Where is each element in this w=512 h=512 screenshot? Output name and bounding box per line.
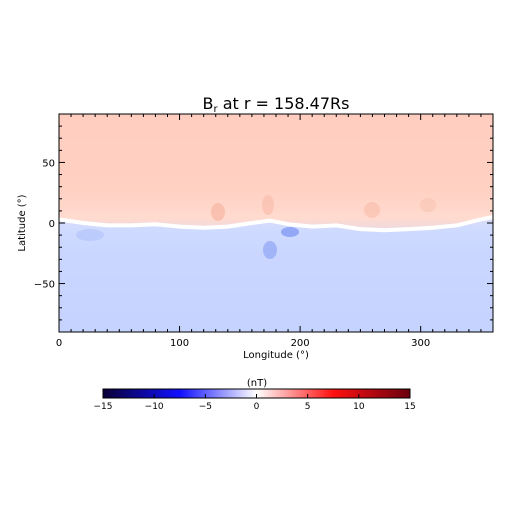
plot-area	[59, 114, 493, 332]
feature-blob	[211, 203, 225, 221]
colorbar-tick-label: −10	[145, 402, 164, 412]
colorbar-tick-label: −15	[94, 402, 113, 412]
colorbar-label: (nT)	[247, 378, 267, 389]
neutral-line	[59, 214, 493, 233]
colorbar-tick-label: 0	[254, 402, 260, 412]
colorbar-tick-label: 15	[404, 402, 415, 412]
feature-blob	[262, 195, 274, 215]
x-tick-label: 0	[56, 338, 62, 349]
feature-blob	[263, 241, 277, 259]
field-features	[76, 195, 436, 259]
feature-blob	[76, 229, 104, 241]
y-axis-label: Latitude (°)	[17, 194, 28, 251]
x-axis-label: Longitude (°)	[243, 350, 309, 361]
colorbar-tick-label: 5	[305, 402, 311, 412]
colorbar: (nT) −15 −10 −5 0 5 10 15	[94, 378, 416, 412]
y-tick-label: −50	[34, 280, 55, 291]
x-tick-label: 200	[291, 338, 310, 349]
x-tick-label: 100	[170, 338, 189, 349]
feature-blob	[281, 227, 299, 237]
y-tick-label: 0	[49, 219, 55, 230]
feature-blob	[364, 202, 380, 218]
chart-title: Br at r = 158.47Rs	[203, 94, 350, 115]
x-tick-label: 300	[411, 338, 430, 349]
colorbar-tick-label: 10	[353, 402, 365, 412]
colorbar-tick-label: −5	[199, 402, 212, 412]
southern-field-region	[59, 216, 493, 332]
x-axis-minor-ticks	[70, 114, 494, 332]
northern-field-region	[59, 114, 493, 231]
colorbar-ticks: −15 −10 −5 0 5 10 15	[94, 394, 416, 412]
y-axis-minor-ticks	[59, 113, 493, 333]
northern-field-fill	[59, 114, 493, 231]
southern-field-fill	[59, 216, 493, 332]
x-axis-ticks: 0 100 200 300	[56, 114, 430, 349]
y-axis-ticks: −50 0 50	[34, 158, 493, 291]
y-tick-label: 50	[42, 158, 55, 169]
feature-blob	[420, 198, 436, 212]
